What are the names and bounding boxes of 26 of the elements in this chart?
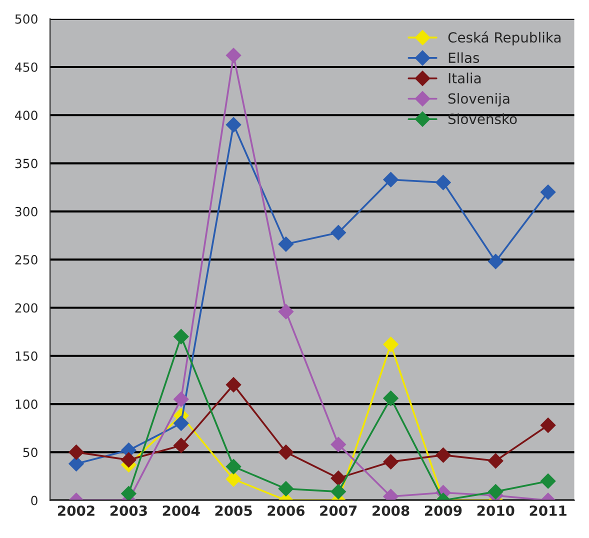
y-tick-label: 300 [15,206,38,216]
x-tick-label: 2009 [424,505,462,516]
x-tick-label: 2005 [215,505,252,516]
y-tick-label: 450 [15,62,38,72]
y-tick-label: 350 [15,158,38,168]
y-tick-label: 500 [15,14,38,24]
x-tick-label: 2008 [372,505,410,516]
x-tick-label: 2006 [268,505,305,516]
x-tick-label: 2007 [320,505,357,516]
legend-label: Slovensko [448,113,517,124]
y-tick-label: 100 [16,400,38,409]
y-tick-label: 50 [23,448,38,458]
y-tick-label: 200 [15,303,38,313]
x-tick-label: 2010 [477,505,514,516]
x-tick-label: 2011 [530,505,566,516]
y-tick-label: 150 [16,351,38,361]
x-tick-label: 2002 [58,505,94,516]
legend-label: Ceská Republika [448,31,561,46]
legend-label: Italia [448,72,481,84]
y-tick-label: 250 [15,255,38,265]
legend-label: Slovenija [448,93,510,106]
y-tick-label: 400 [15,110,38,120]
x-tick-label: 2004 [162,505,200,516]
legend-label: Ellas [448,52,480,64]
y-tick-label: 0 [31,496,38,506]
x-tick-label: 2003 [110,505,147,516]
